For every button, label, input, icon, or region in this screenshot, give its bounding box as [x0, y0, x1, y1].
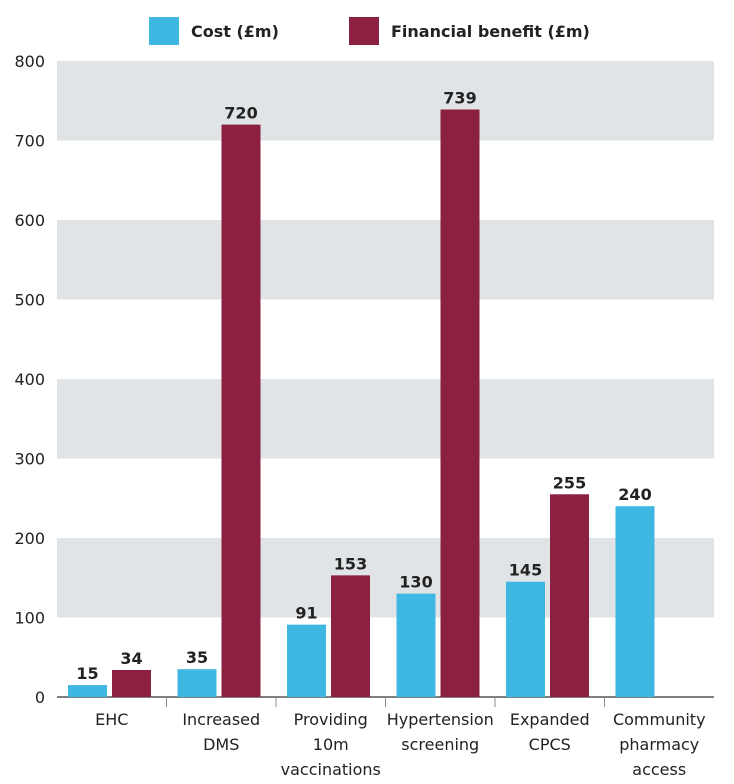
- cost-data-label: 35: [186, 648, 208, 667]
- cost-data-label: 130: [399, 573, 432, 592]
- benefit-data-label: 34: [120, 649, 142, 668]
- benefit-bar: [221, 124, 261, 698]
- benefit-bar: [440, 109, 480, 698]
- cost-bar: [506, 581, 545, 697]
- y-tick-label: 700: [14, 132, 45, 151]
- legend: Cost (£m) Financial benefit (£m): [0, 17, 734, 47]
- grid-band: [57, 538, 714, 618]
- cost-data-label: 145: [509, 561, 542, 580]
- category-label: Increased: [182, 710, 260, 729]
- benefit-bar: [112, 669, 151, 697]
- benefit-data-label: 255: [553, 473, 586, 492]
- grid-band: [57, 220, 714, 300]
- category-label: screening: [401, 735, 479, 754]
- cost-data-label: 240: [618, 485, 651, 504]
- grid-band: [57, 379, 714, 459]
- category-label: Providing: [294, 710, 368, 729]
- cost-data-label: 91: [295, 604, 317, 623]
- benefit-data-label: 739: [443, 88, 476, 107]
- cost-bar: [68, 685, 107, 697]
- cost-bar: [287, 624, 326, 697]
- category-label: CPCS: [529, 735, 571, 754]
- benefit-bar: [331, 575, 370, 697]
- legend-item-benefit: Financial benefit (£m): [349, 17, 590, 45]
- benefit-data-label: 153: [334, 554, 367, 573]
- y-tick-label: 100: [14, 609, 45, 628]
- category-label: Community: [613, 710, 706, 729]
- benefit-bar: [550, 494, 589, 697]
- category-label: 10m: [313, 735, 349, 754]
- y-tick-label: 300: [14, 450, 45, 469]
- cost-bar: [177, 669, 217, 697]
- y-tick-label: 800: [14, 52, 45, 71]
- category-label: vaccinations: [281, 760, 381, 779]
- y-tick-label: 200: [14, 529, 45, 548]
- y-tick-label: 400: [14, 370, 45, 389]
- cost-bar: [396, 593, 436, 697]
- cost-swatch: [149, 17, 179, 45]
- category-label: Hypertension: [387, 710, 494, 729]
- benefit-legend-label: Financial benefit (£m): [391, 21, 590, 41]
- category-label: Expanded: [510, 710, 590, 729]
- y-tick-label: 500: [14, 291, 45, 310]
- cost-legend-label: Cost (£m): [191, 21, 279, 41]
- category-label: EHC: [95, 710, 128, 729]
- cost-data-label: 15: [76, 664, 98, 683]
- benefit-data-label: 720: [224, 104, 257, 123]
- category-label: access: [632, 760, 686, 779]
- y-tick-label: 0: [35, 688, 45, 707]
- cost-bar: [615, 506, 655, 697]
- category-label: pharmacy: [619, 735, 699, 754]
- category-label: DMS: [203, 735, 239, 754]
- benefit-swatch: [349, 17, 379, 45]
- y-tick-label: 600: [14, 211, 45, 230]
- legend-item-cost: Cost (£m): [149, 17, 279, 45]
- grid-band: [57, 61, 714, 141]
